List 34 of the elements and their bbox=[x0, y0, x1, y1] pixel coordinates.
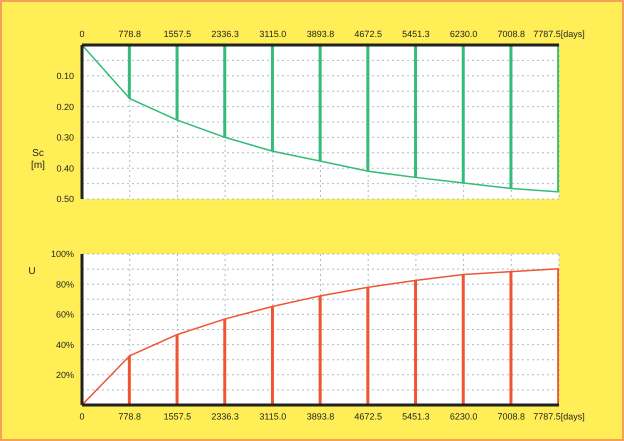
x-tick-label: 7787.5[days] bbox=[533, 411, 585, 422]
x-tick-label: 778.8 bbox=[118, 29, 141, 39]
x-tick-label: 1557.5 bbox=[164, 29, 192, 39]
y-axis-title: Sc [m] bbox=[31, 148, 46, 171]
x-tick-label: 4672.5 bbox=[354, 411, 382, 422]
y-tick-label: 0.10 bbox=[56, 70, 74, 81]
x-tick-label: 5451.3 bbox=[402, 411, 430, 422]
y-tick-label: 40% bbox=[56, 340, 74, 350]
x-tick-label: 2336.3 bbox=[211, 29, 239, 39]
x-tick-label: 3893.8 bbox=[306, 411, 334, 422]
x-tick-label: 6230.0 bbox=[450, 411, 478, 422]
y-tick-label: 0.20 bbox=[56, 102, 74, 112]
x-tick-label: 3893.8 bbox=[306, 29, 334, 39]
y-tick-label: 0.30 bbox=[56, 132, 74, 143]
x-tick-label: 7008.8 bbox=[498, 29, 526, 39]
y-axis-title: U bbox=[28, 266, 36, 277]
y-tick-label: 60% bbox=[56, 310, 74, 320]
x-tick-label: 0 bbox=[79, 29, 85, 39]
x-tick-label: 6230.0 bbox=[450, 29, 478, 39]
y-tick-label: 0.40 bbox=[56, 163, 74, 174]
x-tick-label: 5451.3 bbox=[402, 29, 430, 39]
x-tick-label: 7008.8 bbox=[498, 411, 526, 422]
y-tick-label: 100% bbox=[50, 249, 74, 260]
x-tick-label: 4672.5 bbox=[354, 29, 382, 39]
x-tick-label: 3115.0 bbox=[259, 411, 286, 422]
x-tick-label: 3115.0 bbox=[259, 29, 286, 39]
y-tick-label: 0.50 bbox=[56, 194, 74, 204]
y-tick-label: 20% bbox=[56, 370, 74, 380]
x-tick-label: 7787.5[days] bbox=[533, 29, 585, 39]
x-tick-label: 778.8 bbox=[118, 411, 141, 422]
x-tick-label: 2336.3 bbox=[211, 411, 239, 422]
x-tick-label: 1557.5 bbox=[164, 411, 192, 422]
y-tick-label: 80% bbox=[56, 279, 74, 290]
x-tick-label: 0 bbox=[79, 411, 85, 422]
